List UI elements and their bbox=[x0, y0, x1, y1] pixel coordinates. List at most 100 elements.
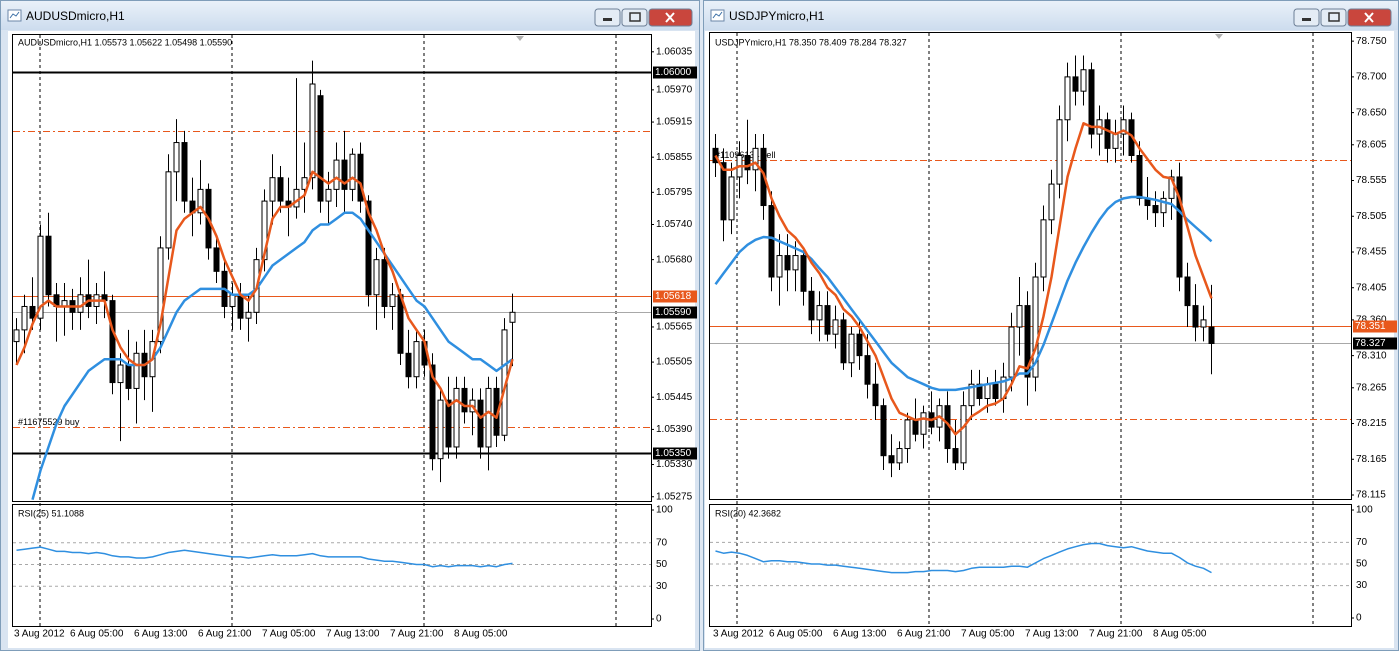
candle-body bbox=[389, 294, 396, 307]
window-title: AUDUSDmicro,H1 bbox=[26, 9, 125, 23]
candle-body bbox=[37, 235, 44, 319]
candle-body bbox=[792, 255, 799, 271]
minimize-glyph bbox=[603, 18, 612, 21]
candle-body bbox=[109, 300, 116, 384]
price-label-box bbox=[653, 306, 697, 319]
title-bar bbox=[704, 1, 1398, 30]
candle-body bbox=[1160, 197, 1167, 214]
candle-body bbox=[229, 294, 236, 307]
y-tick-label: 1.05740 bbox=[656, 219, 693, 230]
rsi-tick-label: 100 bbox=[656, 505, 673, 516]
candle-body bbox=[1120, 119, 1127, 135]
candle-body bbox=[261, 200, 268, 261]
price-label-box bbox=[653, 447, 697, 460]
candle-body bbox=[752, 147, 759, 171]
candle-body bbox=[293, 188, 300, 208]
candle-body bbox=[808, 290, 815, 321]
candle-body bbox=[317, 95, 324, 202]
candle-body bbox=[1136, 155, 1143, 199]
candle-body bbox=[840, 319, 847, 364]
x-tick-label: 7 Aug 21:00 bbox=[1089, 629, 1143, 640]
scroll-marker bbox=[516, 36, 524, 41]
candle-body bbox=[277, 177, 284, 202]
candle-body bbox=[29, 305, 36, 319]
candle-body bbox=[744, 155, 751, 171]
candle-body bbox=[1104, 119, 1111, 149]
candle-body bbox=[405, 352, 412, 378]
candle-body bbox=[365, 200, 372, 296]
candle-body bbox=[992, 383, 999, 400]
price-label: 78.351 bbox=[1355, 321, 1386, 332]
y-tick-label: 78.650 bbox=[1356, 107, 1387, 118]
rsi-label: RSI(20) 42.3682 bbox=[715, 508, 781, 518]
y-tick-label: 78.605 bbox=[1356, 139, 1387, 150]
x-tick-label: 6 Aug 13:00 bbox=[833, 629, 887, 640]
candle-body bbox=[1080, 69, 1087, 92]
chart-background bbox=[8, 31, 695, 648]
candle-body bbox=[1032, 276, 1039, 378]
candle-body bbox=[816, 305, 823, 321]
candle-body bbox=[413, 341, 420, 378]
close-glyph bbox=[1364, 12, 1374, 23]
candle-body bbox=[888, 455, 895, 464]
candle-body bbox=[157, 247, 164, 343]
y-tick-label: 78.360 bbox=[1356, 315, 1387, 326]
candle-body bbox=[437, 399, 444, 460]
minimize-button[interactable] bbox=[1293, 8, 1320, 27]
x-tick-label: 7 Aug 05:00 bbox=[961, 629, 1015, 640]
candle-body bbox=[325, 188, 332, 202]
candle-body bbox=[1064, 76, 1071, 121]
price-label-box bbox=[653, 290, 697, 303]
x-tick-label: 3 Aug 2012 bbox=[14, 629, 65, 640]
candle-body bbox=[237, 294, 244, 319]
candle-body bbox=[333, 159, 340, 190]
candle-body bbox=[800, 255, 807, 292]
rsi-tick-label: 70 bbox=[656, 537, 668, 548]
x-tick-label: 8 Aug 05:00 bbox=[454, 629, 508, 640]
candle-body bbox=[373, 259, 380, 296]
scroll-marker bbox=[1215, 34, 1223, 39]
candle-body bbox=[1056, 119, 1063, 185]
x-tick-label: 8 Aug 05:00 bbox=[1153, 629, 1207, 640]
candle-body bbox=[429, 364, 436, 460]
candle-body bbox=[197, 188, 204, 214]
x-tick-label: 7 Aug 21:00 bbox=[390, 629, 444, 640]
y-tick-label: 78.115 bbox=[1356, 490, 1386, 501]
candle-body bbox=[245, 311, 252, 319]
x-tick-label: 7 Aug 13:00 bbox=[1025, 629, 1079, 640]
y-tick-label: 78.505 bbox=[1356, 211, 1387, 222]
maximize-button[interactable] bbox=[621, 8, 648, 27]
y-tick-label: 1.05565 bbox=[656, 322, 693, 333]
candle-body bbox=[381, 259, 388, 307]
rsi-tick-label: 30 bbox=[1356, 580, 1368, 591]
rsi-line bbox=[16, 546, 513, 568]
y-tick-label: 78.455 bbox=[1356, 247, 1387, 258]
minimize-button[interactable] bbox=[594, 8, 621, 27]
rsi-pane bbox=[709, 504, 1352, 627]
candle-body bbox=[269, 177, 276, 202]
y-tick-label: 78.700 bbox=[1356, 72, 1387, 83]
candle-body bbox=[984, 383, 991, 400]
price-label: 1.05590 bbox=[655, 307, 692, 318]
candle-body bbox=[720, 162, 727, 221]
candle-body bbox=[445, 399, 452, 448]
candle-body bbox=[117, 364, 124, 384]
rsi-tick-label: 50 bbox=[656, 559, 668, 570]
candle-body bbox=[77, 294, 84, 313]
candle-body bbox=[1088, 69, 1095, 135]
window-icon-graph bbox=[9, 11, 20, 19]
x-tick-label: 6 Aug 21:00 bbox=[897, 629, 951, 640]
main-pane bbox=[12, 34, 652, 502]
candle-body bbox=[1184, 276, 1191, 307]
candle-body bbox=[133, 352, 140, 389]
slow-ma-line bbox=[31, 211, 514, 501]
candle-body bbox=[968, 383, 975, 407]
candle-body bbox=[976, 383, 983, 400]
maximize-button[interactable] bbox=[1320, 8, 1347, 27]
candle-body bbox=[1192, 305, 1199, 328]
price-label: 1.06000 bbox=[655, 67, 692, 78]
candle-body bbox=[848, 333, 855, 364]
rsi-label: RSI(25) 51.1088 bbox=[18, 508, 84, 518]
y-tick-label: 1.05680 bbox=[656, 254, 693, 265]
